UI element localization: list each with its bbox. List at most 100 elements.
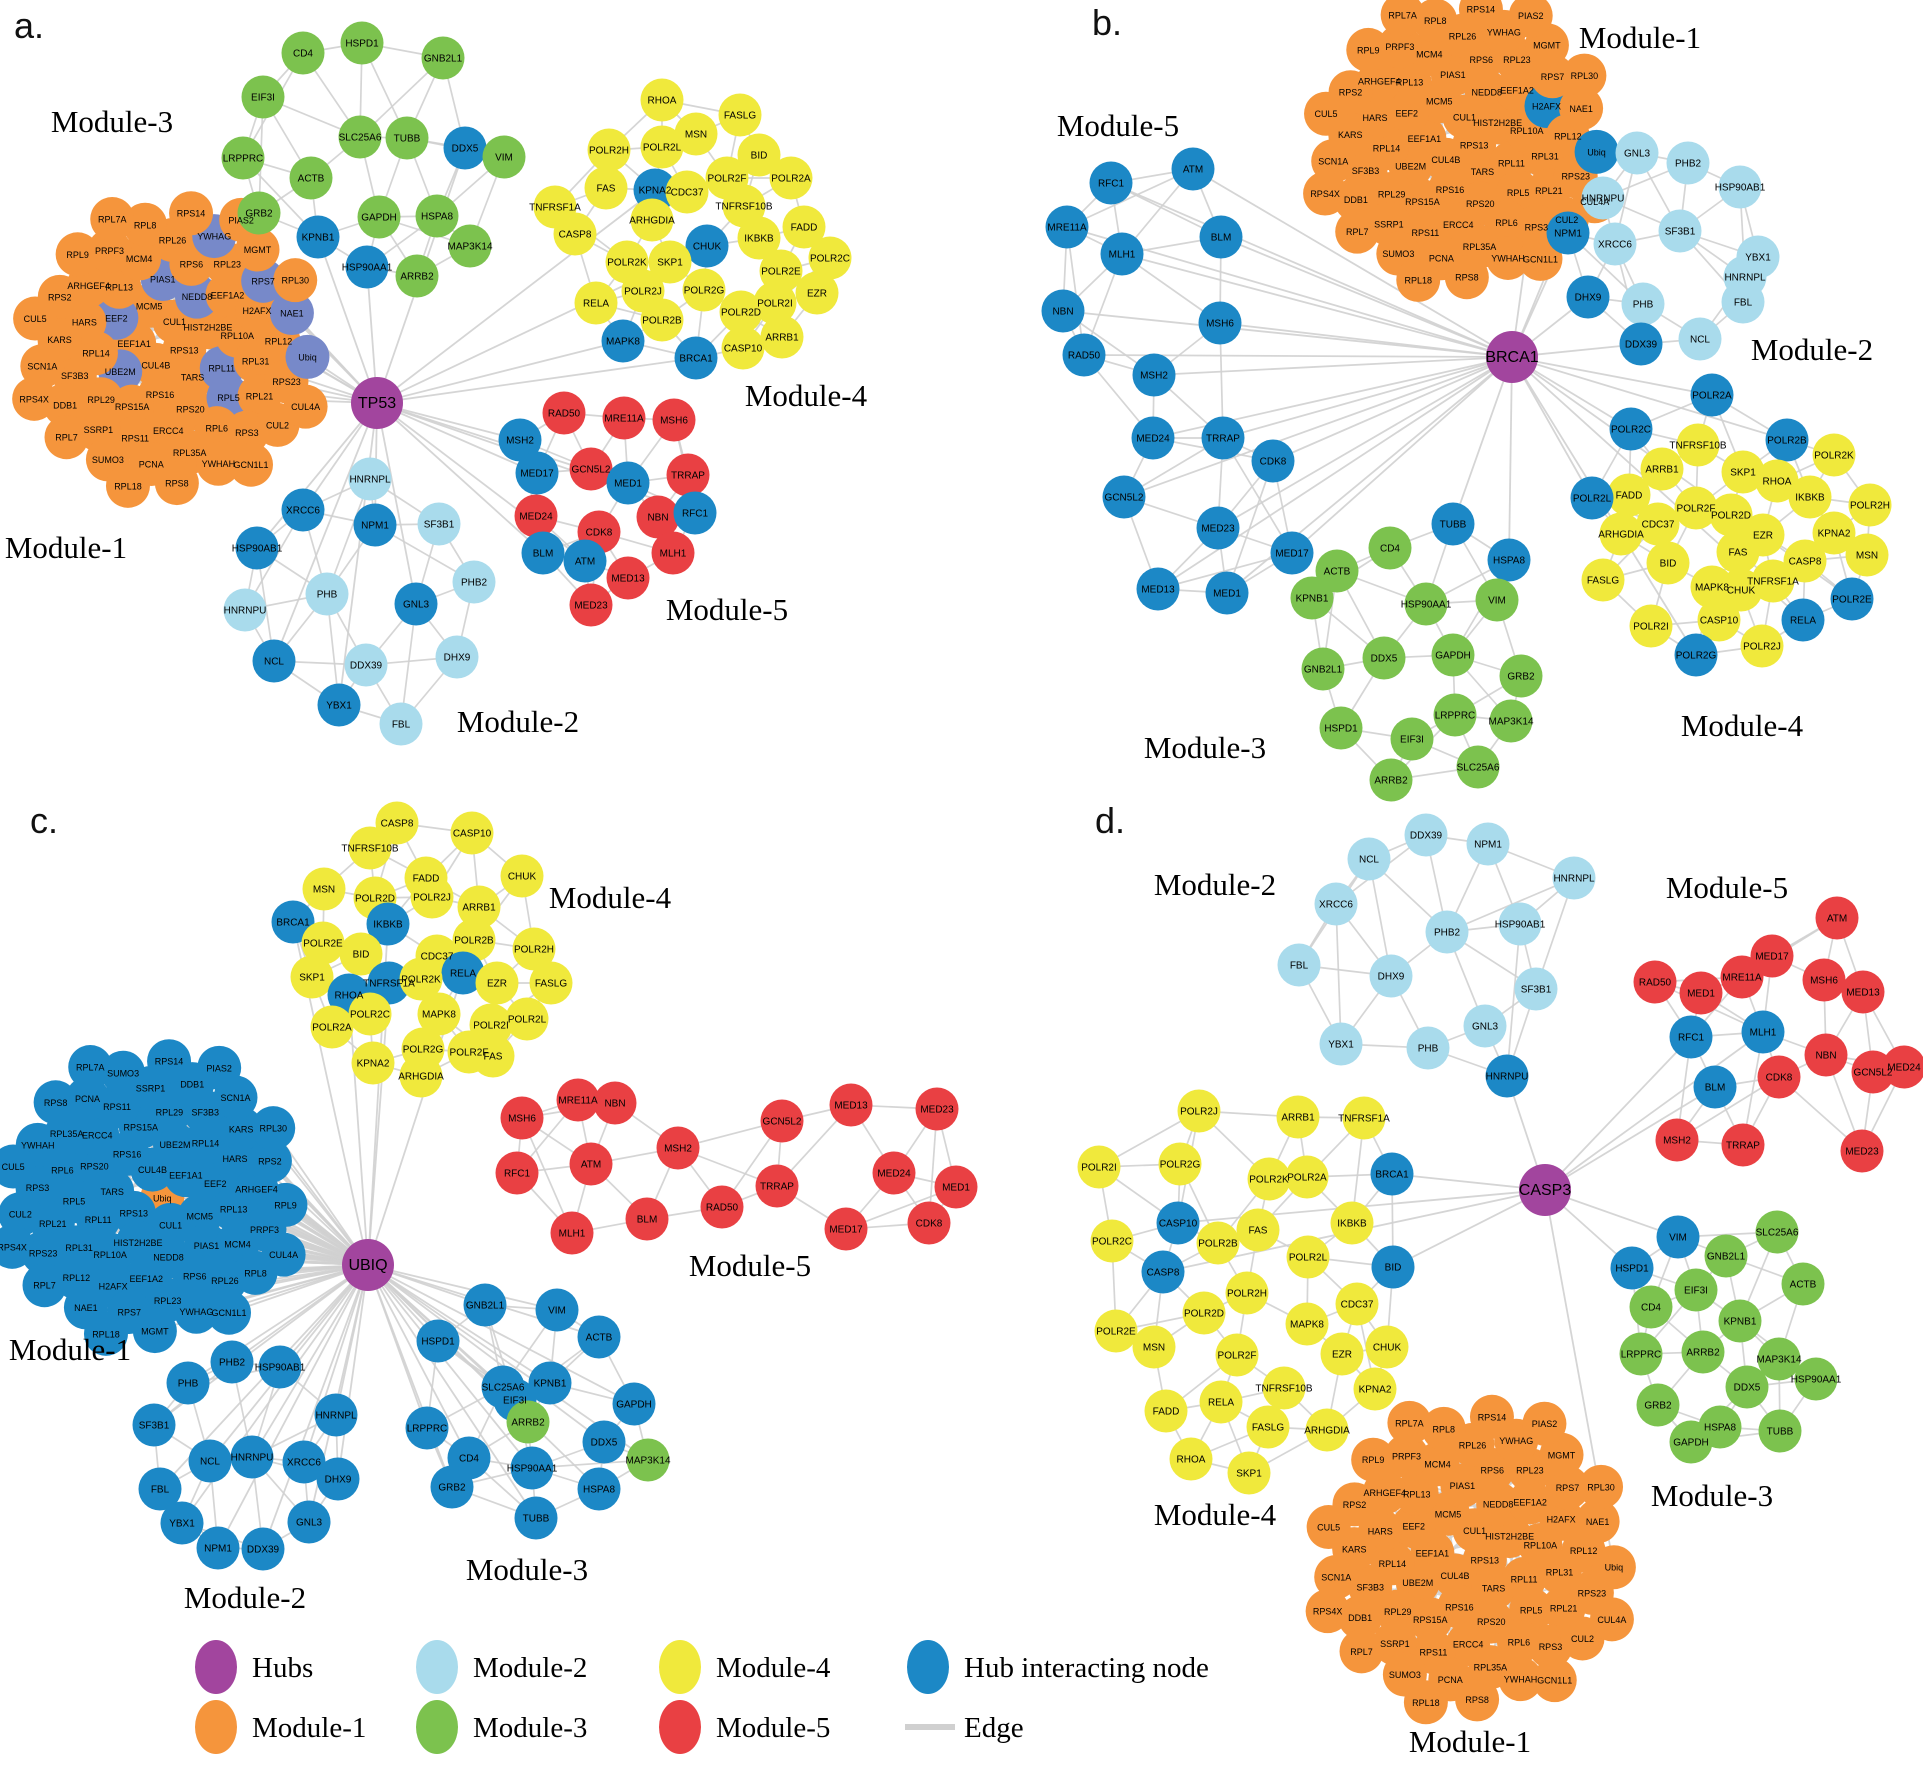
node-DDX39[interactable] [241,1527,285,1571]
node-HSP90AB1[interactable] [258,1345,302,1389]
node-POLR2G[interactable] [1158,1142,1202,1186]
node-MED13[interactable] [1136,567,1180,611]
node-ARRB2[interactable] [395,254,439,298]
node-LRPPRC[interactable] [405,1406,449,1450]
node-RPS8[interactable] [1455,1677,1500,1722]
node-ACTB[interactable] [289,156,333,200]
node-SLC25A6[interactable] [1755,1210,1799,1254]
node-NPM1[interactable] [196,1526,240,1570]
node-PRPF3[interactable] [87,228,132,273]
node-GCN1L1[interactable] [1532,1658,1577,1703]
node-POLR2L[interactable] [640,125,684,169]
node-RPL30[interactable] [1579,1464,1624,1509]
node-MED13[interactable] [829,1083,873,1127]
node-TNFRSF10B[interactable] [1262,1366,1306,1410]
node-MAPK8[interactable] [601,319,645,363]
node-MED23[interactable] [1196,506,1240,550]
node-RELA[interactable] [574,281,618,325]
node-GNB2L1[interactable] [1301,647,1345,691]
node-CUL4A[interactable] [261,1232,306,1277]
node-EZR[interactable] [795,271,839,315]
node-RPL18[interactable] [83,1311,128,1356]
node-SUMO3[interactable] [101,1050,146,1095]
node-NCL[interactable] [252,639,296,683]
node-DHX9[interactable] [316,1457,360,1501]
node-CD4[interactable] [1368,526,1412,570]
node-TRRAP[interactable] [755,1164,799,1208]
node-DDX5[interactable] [443,126,487,170]
node-RPL7A[interactable] [1380,0,1425,37]
node-MSH6[interactable] [1198,301,1242,345]
node-RPS2[interactable] [247,1139,292,1184]
node-MSN[interactable] [674,112,718,156]
node-SKP1[interactable] [648,240,692,284]
node-GNB2L1[interactable] [1704,1234,1748,1278]
node-MED23[interactable] [915,1087,959,1131]
node-POLR2J[interactable] [410,875,454,919]
node-MAP3K14[interactable] [448,224,492,268]
node-RPL9[interactable] [263,1182,308,1227]
node-TNFRSF10B[interactable] [1676,423,1720,467]
node-PRPF3[interactable] [1384,1434,1429,1479]
node-MED17[interactable] [1270,531,1314,575]
node-RAD50[interactable] [542,391,586,435]
node-TRRAP[interactable] [666,453,710,497]
node-DDX39[interactable] [1404,813,1448,857]
node-BID[interactable] [1371,1245,1415,1289]
node-MAP3K14[interactable] [1757,1337,1801,1381]
node-DDB1[interactable] [1338,1595,1383,1640]
node-TUBB[interactable] [1758,1409,1802,1453]
node-CUL5[interactable] [0,1144,36,1189]
node-NCL[interactable] [1347,837,1391,881]
node-YWHAH[interactable] [196,441,241,486]
node-FADD[interactable] [1607,473,1651,517]
node-DHX9[interactable] [1566,275,1610,319]
node-KPNB1[interactable] [296,215,340,259]
node-RPS8[interactable] [1444,255,1489,300]
node-PIAS2[interactable] [1508,0,1553,38]
node-DDX5[interactable] [1725,1365,1769,1409]
node-MSH2[interactable] [498,418,542,462]
node-NCL[interactable] [188,1439,232,1483]
node-GCN1L1[interactable] [1518,236,1563,281]
node-RFC1[interactable] [1669,1015,1713,1059]
node-BRCA1[interactable] [1370,1152,1414,1196]
node-YWHAH[interactable] [1486,235,1531,280]
node-EIF3I[interactable] [1390,717,1434,761]
node-GAPDH[interactable] [357,195,401,239]
node-PCNA[interactable] [65,1076,110,1121]
node-RPS14[interactable] [147,1039,192,1084]
node-TRRAP[interactable] [1721,1123,1765,1167]
node-MSN[interactable] [1132,1325,1176,1369]
node-POLR2F[interactable] [1215,1333,1259,1377]
node-GRB2[interactable] [1636,1383,1680,1427]
node-RPL9[interactable] [1346,27,1391,72]
node-CUL4A[interactable] [283,384,328,429]
node-IKBKB[interactable] [737,216,781,260]
node-POLR2C[interactable] [808,236,852,280]
node-RPS8[interactable] [33,1080,78,1125]
node-MLH1[interactable] [1100,232,1144,276]
node-GRB2[interactable] [237,191,281,235]
node-SF3B1[interactable] [132,1403,176,1447]
node-ARHGDIA[interactable] [1599,512,1643,556]
node-FAS[interactable] [584,166,628,210]
node-CASP8[interactable] [375,801,419,845]
node-NEDD8[interactable] [1476,1482,1521,1527]
hub-node-UBIQ[interactable] [342,1239,394,1291]
node-LRPPRC[interactable] [1619,1332,1663,1376]
node-RPL9[interactable] [1351,1437,1396,1482]
node-RPL30[interactable] [273,258,318,303]
node-POLR2L[interactable] [505,997,549,1041]
node-RPS4X[interactable] [1303,171,1348,216]
node-POLR2E[interactable] [301,921,345,965]
node-NPM1[interactable] [353,503,397,547]
node-MED23[interactable] [569,583,613,627]
node-TNFRSF1A[interactable] [1342,1096,1386,1140]
node-HNRNPU[interactable] [1581,176,1625,220]
node-MAPK8[interactable] [1285,1302,1329,1346]
node-CDC37[interactable] [1636,502,1680,546]
node-KPNA2[interactable] [1812,511,1856,555]
node-LRPPRC[interactable] [221,136,265,180]
node-RPL7[interactable] [44,415,89,460]
